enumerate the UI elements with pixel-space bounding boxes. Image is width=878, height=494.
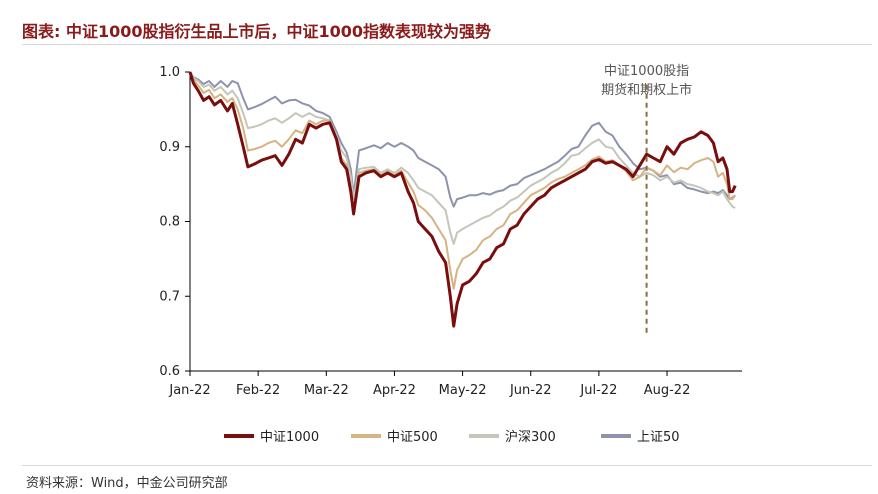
y-tick-label: 0.8 [159, 215, 180, 230]
y-tick-label: 1.0 [159, 65, 180, 80]
chart-title: 图表: 中证1000股指衍生品上市后，中证1000指数表现较为强势 [22, 22, 492, 41]
chart-annotation: 中证1000股指 期货和期权上市 [601, 64, 692, 333]
chart-legend: 中证1000 中证500 沪深300 上证50 [224, 429, 680, 445]
legend-label: 中证1000 [260, 430, 319, 445]
x-tick-label: Jun-22 [509, 383, 552, 398]
chart-series-group [188, 71, 737, 328]
title-divider [22, 44, 872, 45]
y-tick-label: 0.7 [159, 289, 180, 304]
legend-label: 沪深300 [505, 429, 556, 445]
footer-divider [22, 465, 872, 466]
x-tick-label: Apr-22 [373, 383, 416, 398]
x-tick-label: May-22 [439, 383, 487, 398]
annotation-label-line2: 期货和期权上市 [601, 82, 692, 98]
chart-axes: 1.0 0.9 0.8 0.7 0.6 Jan-22 Feb-22 Mar-22 Apr-22 M… [159, 65, 742, 398]
series-line-中证1000 [188, 71, 737, 328]
x-tick-label: Jan-22 [168, 383, 210, 398]
x-tick-label: Mar-22 [304, 383, 349, 398]
annotation-label-line1: 中证1000股指 [604, 64, 689, 79]
series-line-沪深300 [189, 71, 736, 245]
source-note: 资料来源：Wind，中金公司研究部 [26, 476, 228, 491]
x-tick-label: Aug-22 [644, 383, 691, 398]
y-tick-label: 0.9 [159, 140, 180, 155]
legend-label: 上证50 [637, 430, 680, 445]
series-line-中证500 [189, 71, 737, 290]
x-tick-label: Jul-22 [579, 383, 617, 398]
x-tick-label: Feb-22 [236, 383, 280, 398]
y-tick-label: 0.6 [159, 364, 180, 379]
legend-label: 中证500 [387, 430, 438, 445]
